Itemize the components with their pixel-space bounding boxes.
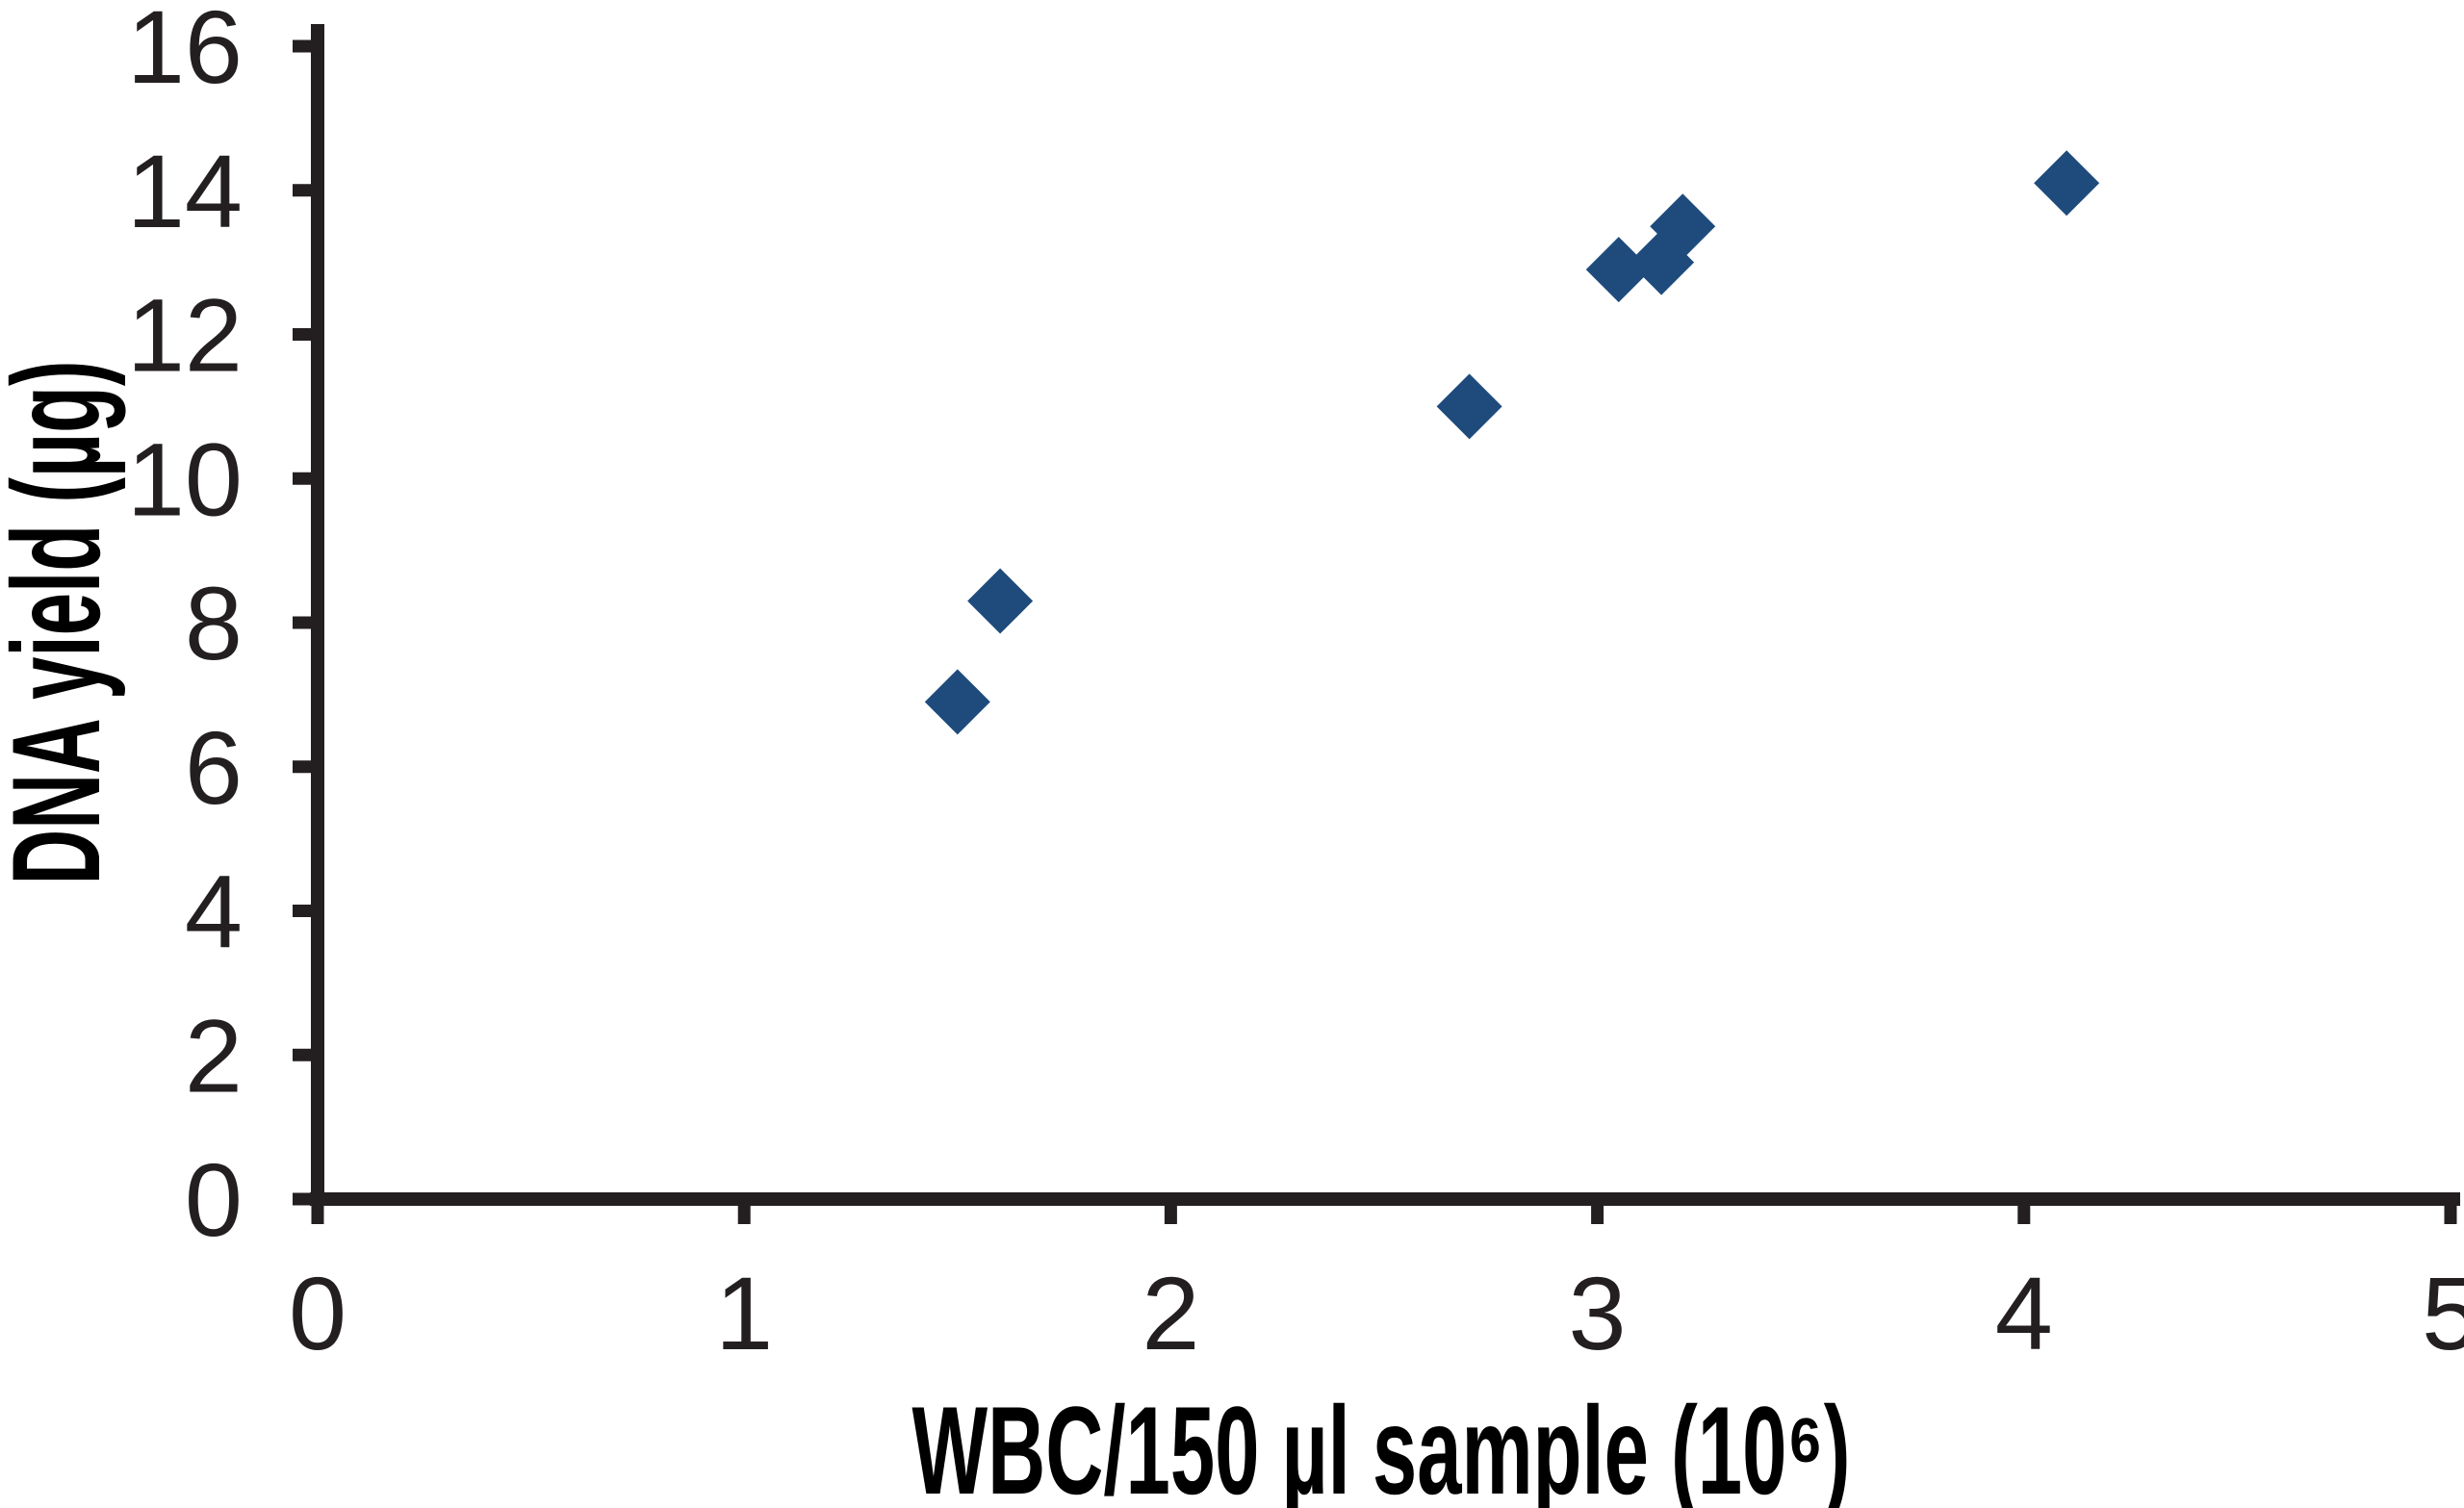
y-tick-label: 4 [185,854,243,970]
y-tick-label: 16 [127,0,243,105]
x-tick-label: 5 [2422,1255,2464,1371]
data-point-diamond [967,568,1034,634]
x-tick-label: 4 [1995,1255,2053,1371]
axes [310,24,2460,1206]
x-tick-label: 2 [1142,1255,1199,1371]
data-point-diamond [1650,193,1716,260]
x-tick-label: 3 [1569,1255,1627,1371]
data-point-diamond [1436,373,1502,440]
y-tick-label: 6 [185,709,243,826]
x-axis-title: WBC/150 µl sample (10⁶) [912,1380,1851,1508]
y-tick-label: 12 [127,277,243,394]
data-points [924,150,2100,735]
tick-marks [293,39,2457,1224]
y-tick-label: 2 [185,997,243,1113]
data-point-diamond [2034,150,2100,217]
y-axis-title: DNA yield (µg) [0,361,126,885]
y-tick-label: 8 [185,565,243,681]
y-tick-label: 10 [127,421,243,537]
data-point-diamond [924,669,990,735]
data-point-diamond [1585,237,1652,303]
y-tick-label: 14 [127,133,243,249]
y-tick-label: 0 [185,1141,243,1258]
x-tick-label: 1 [715,1255,773,1371]
x-tick-label: 0 [289,1255,346,1371]
